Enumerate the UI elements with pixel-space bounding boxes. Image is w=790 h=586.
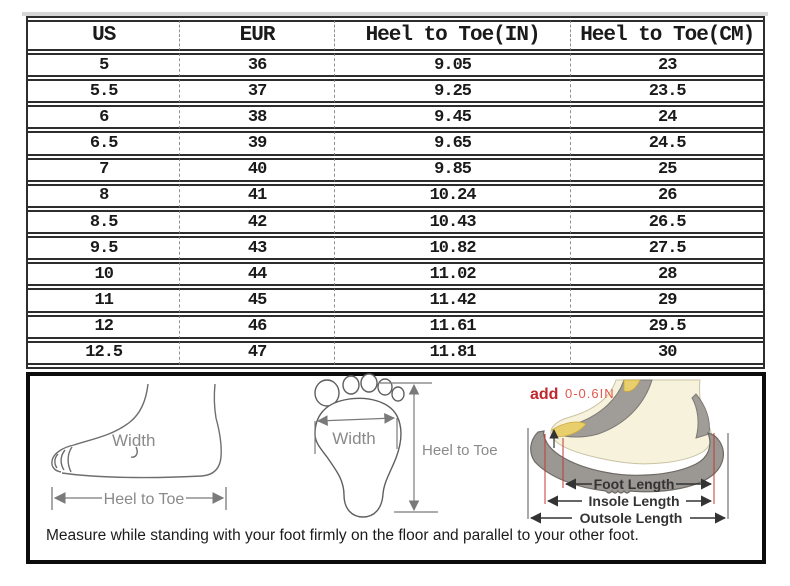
col-header-eur: EUR bbox=[179, 20, 334, 51]
table-cell: 29.5 bbox=[570, 314, 763, 339]
table-row: 7 40 9.85 25 bbox=[28, 157, 763, 182]
table-row: 10 44 11.02 28 bbox=[28, 262, 763, 287]
table-row: 12 46 11.61 29.5 bbox=[28, 314, 763, 339]
table-cell: 47 bbox=[179, 340, 334, 365]
table-cell: 9.65 bbox=[333, 131, 571, 156]
size-conversion-table: US EUR Heel to Toe(IN) Heel to Toe(CM) 5… bbox=[28, 18, 763, 367]
table-cell: 23.5 bbox=[570, 79, 763, 104]
table-cell: 5.5 bbox=[28, 79, 180, 104]
table-cell: 11.81 bbox=[333, 340, 571, 365]
table-cell: 9.85 bbox=[333, 157, 571, 182]
table-cell: 5 bbox=[28, 53, 180, 78]
table-row: 6 38 9.45 24 bbox=[28, 105, 763, 130]
col-header-us: US bbox=[28, 20, 180, 51]
table-cell: 10.24 bbox=[333, 183, 571, 208]
table-cell: 26.5 bbox=[570, 209, 763, 235]
measure-instruction: Measure while standing with your foot fi… bbox=[46, 527, 639, 544]
table-cell: 6.5 bbox=[28, 131, 180, 156]
side-foot-width-label: Width bbox=[112, 431, 155, 450]
decorative-strip bbox=[22, 12, 768, 16]
table-cell: 26 bbox=[570, 183, 763, 208]
table-cell: 23 bbox=[570, 53, 763, 78]
table-cell: 12 bbox=[28, 314, 180, 339]
table-cell: 43 bbox=[179, 236, 334, 261]
table-cell: 24 bbox=[570, 105, 763, 130]
insole-length-label: Insole Length bbox=[589, 493, 680, 509]
footprint-length-label: Heel to Toe bbox=[422, 442, 498, 459]
table-cell: 41 bbox=[179, 183, 334, 208]
heel-cup bbox=[691, 393, 710, 439]
col-header-heel-to-toe-cm: Heel to Toe(CM) bbox=[570, 20, 763, 51]
table-row: 8.5 42 10.43 26.5 bbox=[28, 209, 763, 235]
table-cell: 6 bbox=[28, 105, 180, 130]
add-allowance-value: 0-0.6IN bbox=[565, 386, 615, 401]
table-cell: 10 bbox=[28, 262, 180, 287]
measure-guide-panel: Width Heel to Toe Width bbox=[26, 372, 766, 564]
table-cell: 8.5 bbox=[28, 209, 180, 235]
table-row: 5.5 37 9.25 23.5 bbox=[28, 79, 763, 104]
insole-top bbox=[623, 379, 641, 392]
table-cell: 11.42 bbox=[333, 288, 571, 313]
table-cell: 10.43 bbox=[333, 209, 571, 235]
table-cell: 9.05 bbox=[333, 53, 571, 78]
table-header-row: US EUR Heel to Toe(IN) Heel to Toe(CM) bbox=[28, 20, 763, 51]
table-cell: 8 bbox=[28, 183, 180, 208]
table-cell: 11.61 bbox=[333, 314, 571, 339]
table-cell: 40 bbox=[179, 157, 334, 182]
table-cell: 28 bbox=[570, 262, 763, 287]
table-cell: 9.25 bbox=[333, 79, 571, 104]
outsole-shape bbox=[530, 430, 725, 494]
table-row: 6.5 39 9.65 24.5 bbox=[28, 131, 763, 156]
size-table: US EUR Heel to Toe(IN) Heel to Toe(CM) 5… bbox=[26, 16, 765, 369]
table-cell: 45 bbox=[179, 288, 334, 313]
table-cell: 30 bbox=[570, 340, 763, 365]
table-row: 11 45 11.42 29 bbox=[28, 288, 763, 313]
table-cell: 37 bbox=[179, 79, 334, 104]
footprint-width-label: Width bbox=[332, 429, 375, 448]
table-cell: 11.02 bbox=[333, 262, 571, 287]
shoe-diagram: add 0-0.6IN Foot Length Ins bbox=[527, 379, 729, 526]
table-cell: 42 bbox=[179, 209, 334, 235]
footprint-diagram: Width Heel to Toe bbox=[314, 373, 498, 518]
side-foot-diagram: Width Heel to Toe bbox=[51, 383, 227, 510]
table-cell: 39 bbox=[179, 131, 334, 156]
side-foot-length-label: Heel to Toe bbox=[104, 491, 185, 508]
add-allowance-label: add bbox=[530, 386, 558, 403]
table-cell: 10.82 bbox=[333, 236, 571, 261]
table-cell: 7 bbox=[28, 157, 180, 182]
table-cell: 9.5 bbox=[28, 236, 180, 261]
outsole-length-label: Outsole Length bbox=[580, 510, 683, 526]
table-cell: 24.5 bbox=[570, 131, 763, 156]
col-header-heel-to-toe-in: Heel to Toe(IN) bbox=[333, 20, 571, 51]
table-cell: 44 bbox=[179, 262, 334, 287]
table-row: 5 36 9.05 23 bbox=[28, 53, 763, 78]
foot-length-label: Foot Length bbox=[594, 476, 675, 492]
table-row: 12.5 47 11.81 30 bbox=[28, 340, 763, 365]
table-cell: 12.5 bbox=[28, 340, 180, 365]
table-cell: 11 bbox=[28, 288, 180, 313]
table-cell: 27.5 bbox=[570, 236, 763, 261]
insole-toe bbox=[551, 421, 587, 437]
table-cell: 46 bbox=[179, 314, 334, 339]
table-row: 9.5 43 10.82 27.5 bbox=[28, 236, 763, 261]
table-row: 8 41 10.24 26 bbox=[28, 183, 763, 208]
table-cell: 25 bbox=[570, 157, 763, 182]
table-cell: 29 bbox=[570, 288, 763, 313]
table-cell: 38 bbox=[179, 105, 334, 130]
table-cell: 9.45 bbox=[333, 105, 571, 130]
table-cell: 36 bbox=[179, 53, 334, 78]
